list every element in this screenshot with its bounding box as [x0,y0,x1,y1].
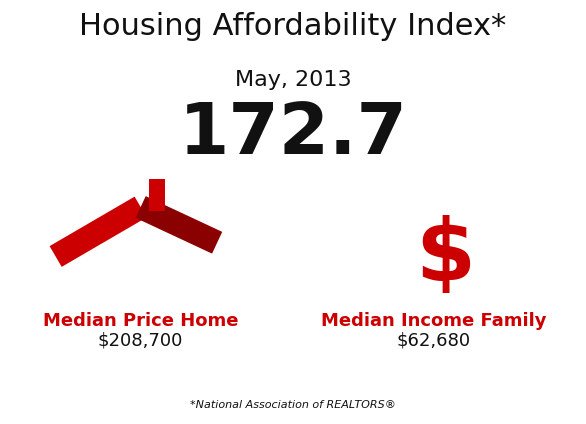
Text: $: $ [415,215,475,298]
Text: *National Association of REALTORS®: *National Association of REALTORS® [190,400,396,410]
Text: 172.7: 172.7 [179,100,407,169]
Text: Median Price Home: Median Price Home [43,312,239,330]
Text: May, 2013: May, 2013 [234,70,352,90]
Text: Housing Affordability Index*: Housing Affordability Index* [79,12,507,41]
Polygon shape [135,196,222,254]
Polygon shape [149,179,165,211]
Text: $62,680: $62,680 [397,332,471,350]
Polygon shape [50,197,146,267]
Text: Median Income Family: Median Income Family [321,312,546,330]
Text: $208,700: $208,700 [98,332,183,350]
